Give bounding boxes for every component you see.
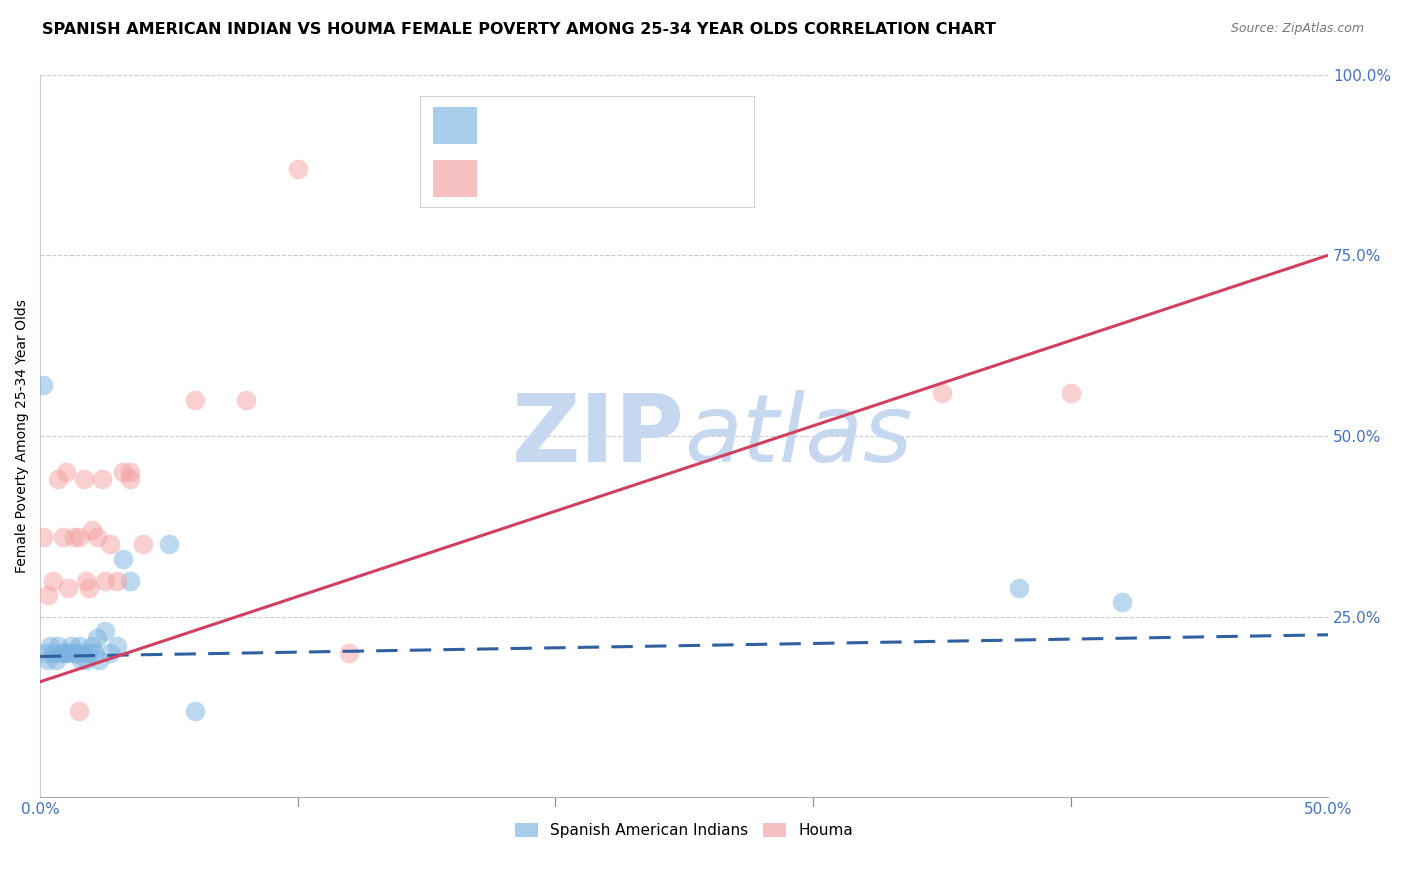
Point bbox=[91, 472, 114, 486]
Point bbox=[73, 472, 96, 486]
Text: ZIP: ZIP bbox=[512, 390, 685, 482]
Point bbox=[183, 392, 205, 407]
Point bbox=[67, 704, 90, 718]
Point bbox=[67, 639, 90, 653]
Point bbox=[58, 646, 80, 660]
Point bbox=[52, 646, 75, 660]
Point bbox=[42, 646, 65, 660]
Point bbox=[132, 537, 155, 551]
Point bbox=[39, 639, 62, 653]
Point bbox=[46, 639, 69, 653]
Point bbox=[80, 523, 103, 537]
Point bbox=[86, 530, 108, 544]
Point bbox=[58, 581, 80, 595]
Point bbox=[83, 646, 105, 660]
Point bbox=[105, 574, 128, 588]
Point bbox=[31, 378, 53, 392]
Point bbox=[76, 574, 98, 588]
Point bbox=[55, 646, 77, 660]
Point bbox=[93, 624, 115, 639]
Legend: Spanish American Indians, Houma: Spanish American Indians, Houma bbox=[509, 817, 859, 844]
Point bbox=[111, 465, 134, 479]
Point bbox=[1008, 581, 1031, 595]
Point bbox=[120, 472, 142, 486]
Point bbox=[67, 530, 90, 544]
Point bbox=[183, 704, 205, 718]
Point bbox=[62, 646, 84, 660]
Text: Source: ZipAtlas.com: Source: ZipAtlas.com bbox=[1230, 22, 1364, 36]
Point bbox=[46, 472, 69, 486]
Point bbox=[120, 465, 142, 479]
Point bbox=[235, 392, 257, 407]
Point bbox=[52, 530, 75, 544]
Point bbox=[42, 574, 65, 588]
Point bbox=[37, 588, 59, 602]
Point bbox=[77, 581, 100, 595]
Point bbox=[86, 632, 108, 646]
Point bbox=[77, 646, 100, 660]
Point bbox=[49, 646, 72, 660]
Point bbox=[73, 646, 96, 660]
Point bbox=[98, 537, 121, 551]
Point bbox=[31, 530, 53, 544]
Point bbox=[62, 530, 84, 544]
Point bbox=[37, 653, 59, 667]
Point bbox=[931, 385, 953, 400]
Point bbox=[111, 552, 134, 566]
Point bbox=[337, 646, 360, 660]
Point bbox=[70, 653, 93, 667]
Point bbox=[105, 639, 128, 653]
Point bbox=[60, 639, 83, 653]
Text: atlas: atlas bbox=[685, 391, 912, 482]
Point bbox=[1111, 595, 1133, 609]
Y-axis label: Female Poverty Among 25-34 Year Olds: Female Poverty Among 25-34 Year Olds bbox=[15, 299, 30, 573]
Point bbox=[80, 639, 103, 653]
Point bbox=[89, 653, 111, 667]
Point bbox=[120, 574, 142, 588]
Point bbox=[157, 537, 180, 551]
Point bbox=[45, 653, 67, 667]
Point bbox=[65, 646, 87, 660]
Point bbox=[287, 161, 309, 176]
Point bbox=[34, 646, 56, 660]
Text: SPANISH AMERICAN INDIAN VS HOUMA FEMALE POVERTY AMONG 25-34 YEAR OLDS CORRELATIO: SPANISH AMERICAN INDIAN VS HOUMA FEMALE … bbox=[42, 22, 995, 37]
Point bbox=[98, 646, 121, 660]
Point bbox=[93, 574, 115, 588]
Point bbox=[55, 465, 77, 479]
Point bbox=[1059, 385, 1081, 400]
Point bbox=[76, 653, 98, 667]
